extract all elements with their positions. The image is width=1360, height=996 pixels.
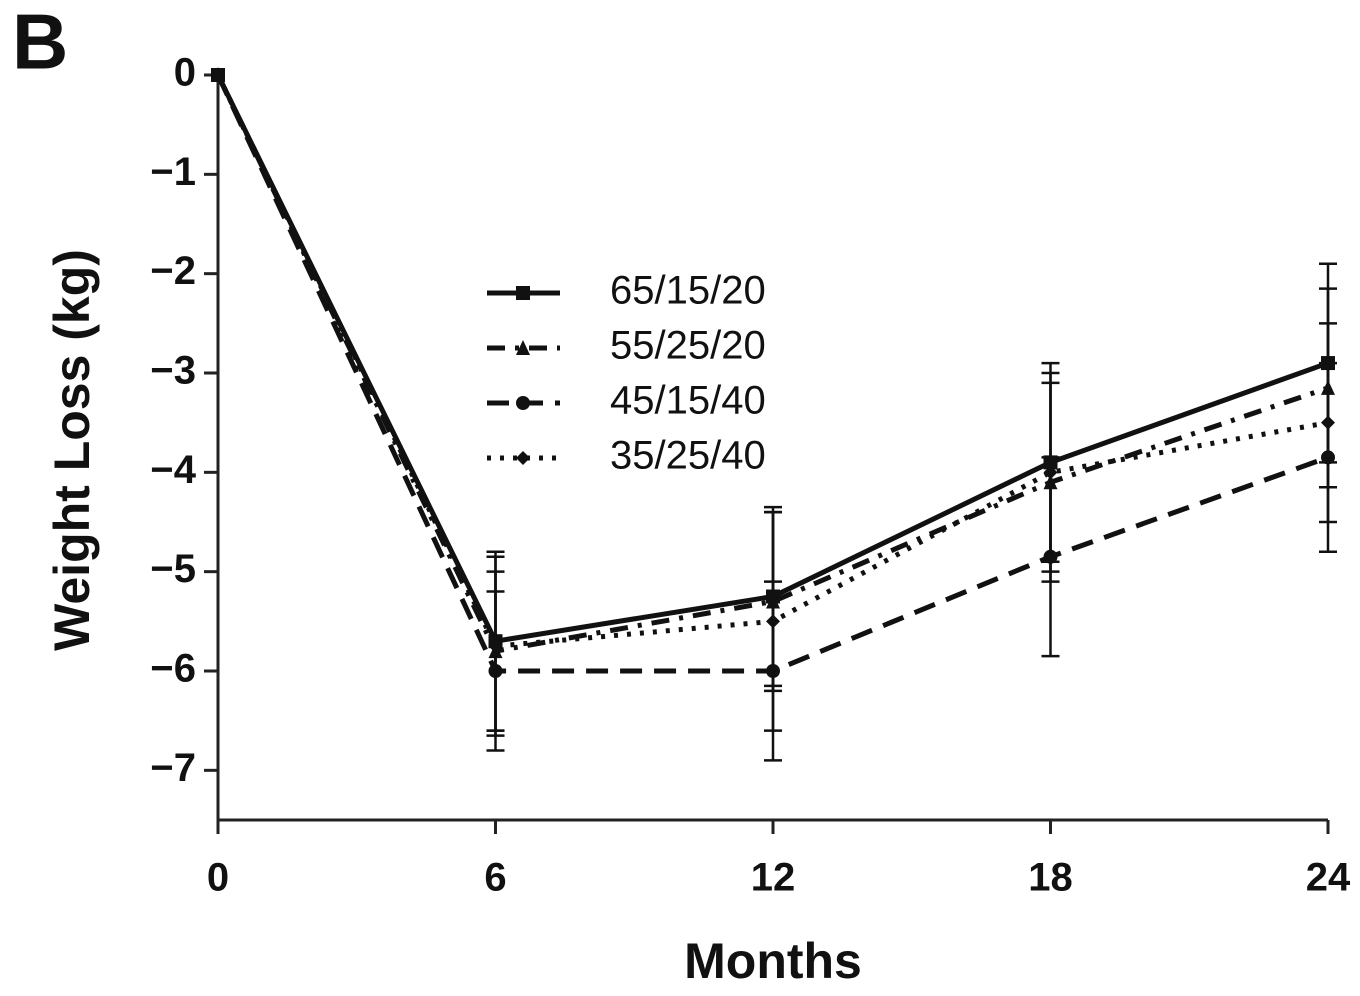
y-tick-label: −5 [150, 547, 196, 591]
data-point [211, 68, 225, 82]
legend-label: 45/15/40 [610, 379, 766, 423]
x-axis-title: Months [684, 933, 862, 989]
data-point [766, 614, 780, 629]
data-point [1321, 415, 1335, 430]
y-tick-label: −6 [150, 647, 196, 691]
panel-label: B [12, 0, 68, 86]
y-tick-label: 0 [174, 51, 196, 95]
y-tick-label: −4 [150, 448, 196, 492]
legend-marker [516, 286, 530, 300]
series-line [215, 73, 1329, 654]
y-tick-label: −7 [150, 746, 196, 790]
legend-label: 35/25/40 [610, 434, 766, 478]
y-axis-title: Weight Loss (kg) [44, 249, 100, 651]
legend-label: 55/25/20 [610, 324, 766, 368]
legend-marker [516, 340, 530, 355]
x-tick-label: 0 [207, 856, 229, 900]
y-tick-label: −3 [150, 349, 196, 393]
x-tick-label: 12 [751, 856, 796, 900]
legend-marker [516, 451, 530, 465]
x-tick-label: 18 [1028, 856, 1073, 900]
legend-marker [516, 396, 530, 410]
y-tick-label: −2 [150, 249, 196, 293]
x-tick-label: 24 [1306, 856, 1351, 900]
y-tick-label: −1 [150, 150, 196, 194]
data-point [1043, 465, 1058, 480]
data-point [488, 639, 503, 654]
legend-label: 65/15/20 [610, 269, 766, 313]
x-tick-label: 6 [484, 856, 506, 900]
